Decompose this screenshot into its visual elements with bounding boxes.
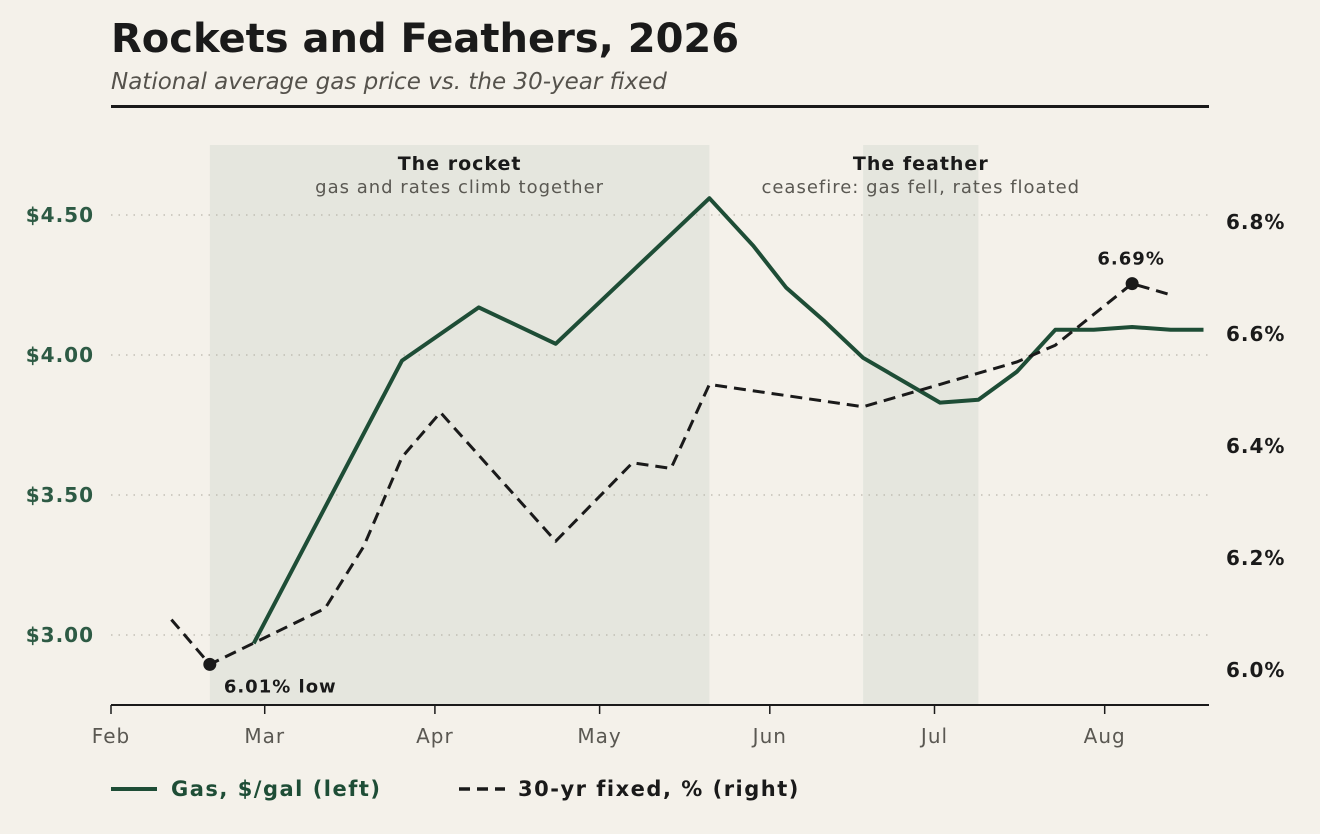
shaded-region-1	[209, 145, 710, 705]
y-left-tick-label: $3.00	[26, 623, 94, 647]
gridlines	[111, 214, 1209, 636]
chart-subtitle: National average gas price vs. the 30-ye…	[111, 69, 667, 95]
y-right-tick-label: 6.6%	[1226, 322, 1285, 346]
legend-rate-label: 30-yr fixed, % (right)	[518, 777, 800, 801]
region-label-2: The feather	[853, 153, 989, 175]
gas-price-line	[251, 196, 1204, 645]
x-tick-label: Jun	[751, 724, 787, 748]
y-right-tick-label: 6.2%	[1226, 546, 1285, 570]
series-lines	[170, 196, 1204, 666]
annotation-point-1	[203, 657, 217, 671]
x-tick-label: Aug	[1084, 724, 1126, 748]
annotation-label-high: 6.69%	[1097, 249, 1164, 270]
region-label-1: The rocket	[398, 153, 522, 175]
x-tick-label: Mar	[244, 724, 285, 748]
axes: $3.00 $3.50 $4.00 $4.50 6.0% 6.2% 6.4% 6.6% 6.8%…	[26, 203, 1285, 748]
y-right-tick-label: 6.0%	[1226, 658, 1285, 682]
shaded-regions	[209, 145, 979, 705]
region-sublabel-2: ceasefire: gas fell, rates floated	[761, 177, 1080, 198]
x-tick-label: Feb	[92, 724, 130, 748]
x-tick-label: May	[577, 724, 621, 748]
y-right-tick-label: 6.8%	[1226, 210, 1285, 234]
y-left-tick-label: $4.00	[26, 343, 94, 367]
chart-title: Rockets and Feathers, 2026	[111, 16, 739, 62]
region-sublabel-1: gas and rates climb together	[315, 177, 604, 198]
shaded-region-2	[863, 145, 979, 705]
annotation-point-2	[1125, 277, 1139, 291]
mortgage-rate-line	[170, 282, 1172, 666]
y-left-tick-label: $4.50	[26, 203, 94, 227]
annotation-label-low: 6.01% low	[224, 676, 337, 697]
y-left-tick-label: $3.50	[26, 483, 94, 507]
x-tick-label: Jul	[919, 724, 948, 748]
legend-gas-label: Gas, $/gal (left)	[171, 777, 382, 801]
x-tick-label: Apr	[416, 724, 454, 748]
legend: Gas, $/gal (left) 30-yr fixed, % (right)	[111, 777, 800, 801]
y-right-tick-label: 6.4%	[1226, 434, 1285, 458]
